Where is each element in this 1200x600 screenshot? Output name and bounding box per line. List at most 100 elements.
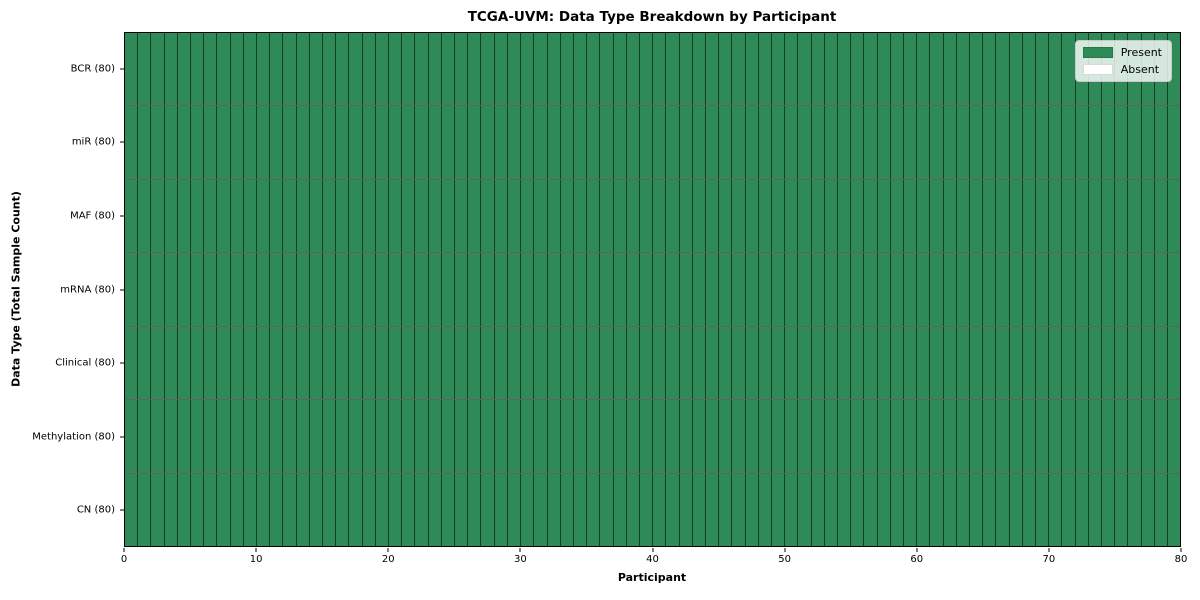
heatmap-cell xyxy=(784,253,798,326)
heatmap-cell xyxy=(546,106,560,179)
heatmap-cell xyxy=(1153,106,1168,179)
heatmap-cell xyxy=(520,326,534,400)
heatmap-cell xyxy=(929,400,943,473)
heatmap-cell xyxy=(125,33,138,106)
heatmap-cell xyxy=(216,253,230,326)
heatmap-cell xyxy=(1061,400,1075,473)
heatmap-cell xyxy=(1061,326,1075,400)
heatmap-cell xyxy=(678,33,692,106)
heatmap-cell xyxy=(348,253,362,326)
heatmap-row-Methylation xyxy=(125,399,1181,473)
heatmap-cell xyxy=(229,33,243,106)
heatmap-cell xyxy=(1008,106,1022,179)
heatmap-cell xyxy=(454,33,468,106)
heatmap-cell xyxy=(454,106,468,179)
plot-area: Present Absent xyxy=(124,32,1181,547)
heatmap-cell xyxy=(282,33,296,106)
heatmap-cell xyxy=(1153,326,1168,400)
heatmap-cell xyxy=(361,473,375,546)
heatmap-cell xyxy=(797,326,811,400)
heatmap-cell xyxy=(1101,106,1115,179)
heatmap-cell xyxy=(889,33,903,106)
heatmap-cell xyxy=(586,400,600,473)
heatmap-cell xyxy=(612,106,626,179)
heatmap-cell xyxy=(401,326,415,400)
heatmap-cell xyxy=(295,179,309,253)
heatmap-cell xyxy=(876,326,890,400)
chart-title: TCGA-UVM: Data Type Breakdown by Partici… xyxy=(467,9,837,25)
heatmap-cell xyxy=(1035,400,1049,473)
heatmap-cell xyxy=(982,33,996,106)
legend: Present Absent xyxy=(1074,40,1172,82)
heatmap-cell xyxy=(902,473,917,546)
heatmap-cell xyxy=(269,473,283,546)
heatmap-cell xyxy=(784,33,798,106)
heatmap-cell xyxy=(295,106,309,179)
legend-swatch-present xyxy=(1082,47,1113,58)
heatmap-cell xyxy=(190,253,204,326)
heatmap-cell xyxy=(1021,106,1036,179)
heatmap-cell xyxy=(955,400,969,473)
heatmap-cell xyxy=(190,179,204,253)
heatmap-cell xyxy=(969,326,983,400)
y-tick-mark xyxy=(120,289,124,290)
heatmap-cell xyxy=(190,326,204,400)
heatmap-cell xyxy=(678,473,692,546)
heatmap-cell xyxy=(401,253,415,326)
heatmap-cell xyxy=(691,326,705,400)
heatmap-cell xyxy=(797,400,811,473)
heatmap-cell xyxy=(559,473,573,546)
heatmap-cell xyxy=(1061,473,1075,546)
heatmap-cell xyxy=(454,326,468,400)
heatmap-cell xyxy=(401,473,415,546)
heatmap-cell xyxy=(744,326,758,400)
x-tick-label: 50 xyxy=(778,554,791,565)
heatmap-cell xyxy=(863,106,877,179)
heatmap-cell xyxy=(638,400,653,473)
heatmap-cell xyxy=(612,326,626,400)
heatmap-cell xyxy=(348,400,362,473)
heatmap-cell xyxy=(335,33,349,106)
heatmap-cell xyxy=(427,253,441,326)
heatmap-cell xyxy=(599,33,613,106)
heatmap-cell xyxy=(467,400,481,473)
heatmap-cell xyxy=(850,253,864,326)
heatmap-cell xyxy=(942,179,956,253)
heatmap-cell xyxy=(1008,400,1022,473)
heatmap-cell xyxy=(916,33,930,106)
heatmap-cell xyxy=(718,326,732,400)
heatmap-cell xyxy=(137,473,151,546)
legend-label: Absent xyxy=(1120,63,1160,76)
heatmap-cell xyxy=(427,473,441,546)
heatmap-cell xyxy=(691,179,705,253)
heatmap-cell xyxy=(374,33,389,106)
heatmap-cell xyxy=(1048,473,1062,546)
heatmap-cell xyxy=(414,326,428,400)
heatmap-cell xyxy=(810,253,824,326)
heatmap-cell xyxy=(1114,473,1128,546)
y-tick-label: Clinical (80) xyxy=(55,357,115,369)
heatmap-cell xyxy=(704,33,719,106)
heatmap-cell xyxy=(572,473,587,546)
heatmap-cell xyxy=(784,400,798,473)
heatmap-cell xyxy=(982,253,996,326)
heatmap-cell xyxy=(1153,179,1168,253)
heatmap-cell xyxy=(836,33,851,106)
heatmap-cell xyxy=(704,253,719,326)
heatmap-cell xyxy=(203,473,217,546)
heatmap-cell xyxy=(480,33,494,106)
heatmap-cell xyxy=(863,33,877,106)
heatmap-cell xyxy=(889,473,903,546)
heatmap-cell xyxy=(691,473,705,546)
heatmap-cell xyxy=(322,253,336,326)
heatmap-cell xyxy=(216,326,230,400)
heatmap-cell xyxy=(1021,400,1036,473)
x-tick-label: 80 xyxy=(1174,554,1188,565)
x-axis-label: Participant xyxy=(617,571,687,584)
heatmap-cell xyxy=(731,106,745,179)
heatmap-cell xyxy=(467,326,481,400)
heatmap-cell xyxy=(810,473,824,546)
heatmap-cell xyxy=(691,106,705,179)
heatmap-cell xyxy=(533,473,547,546)
heatmap-cell xyxy=(876,253,890,326)
